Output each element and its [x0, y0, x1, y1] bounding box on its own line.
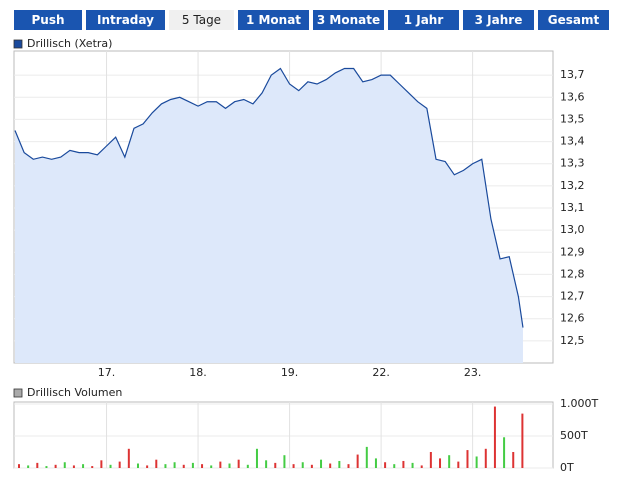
volume-bar — [347, 464, 350, 468]
volume-bar — [136, 463, 139, 468]
volume-bar — [356, 454, 359, 468]
y-tick-label: 13,7 — [560, 68, 585, 81]
volume-bar — [63, 462, 66, 468]
tab[interactable]: 5 Tage — [169, 10, 234, 30]
y-tick-label: 0T — [560, 461, 574, 474]
volume-bar — [457, 461, 460, 468]
x-tick-label: 23. — [464, 366, 482, 379]
volume-bar — [484, 448, 487, 468]
volume-bar — [521, 413, 524, 468]
volume-bar — [173, 462, 176, 468]
y-tick-label: 13,2 — [560, 179, 585, 192]
volume-bar — [439, 458, 442, 468]
y-tick-label: 12,6 — [560, 312, 585, 325]
x-tick-label: 18. — [189, 366, 207, 379]
volume-bar — [155, 459, 158, 468]
tab[interactable]: 3 Monate — [313, 10, 384, 30]
y-tick-label: 12,5 — [560, 334, 585, 347]
volume-bar — [429, 452, 432, 468]
volume-bar — [237, 459, 240, 468]
y-tick-label: 13,1 — [560, 201, 585, 214]
legend-swatch — [13, 39, 23, 49]
volume-bar — [402, 460, 405, 468]
volume-bar — [466, 450, 469, 468]
legend-swatch — [13, 388, 23, 398]
volume-bar — [210, 465, 213, 468]
volume-bar — [164, 464, 167, 468]
volume-bar — [503, 437, 506, 468]
y-tick-label: 12,8 — [560, 267, 585, 280]
volume-bar — [301, 462, 304, 468]
y-tick-label: 13,4 — [560, 135, 585, 148]
y-tick-label: 12,9 — [560, 245, 585, 258]
price-line — [14, 67, 524, 328]
tab[interactable]: Push — [14, 10, 82, 30]
legend-label: Drillisch Volumen — [27, 386, 122, 399]
volume-bar — [493, 406, 496, 468]
volume-bar — [36, 462, 39, 468]
y-tick-label: 13,5 — [560, 112, 585, 125]
volume-bar — [91, 466, 94, 468]
volume-bar — [255, 448, 258, 468]
volume-bar — [246, 464, 249, 468]
volume-bar — [338, 460, 341, 468]
volume-bar — [100, 460, 103, 468]
volume-bar — [201, 464, 204, 468]
volume-bar — [82, 464, 85, 468]
volume-bar — [393, 464, 396, 468]
volume-bar — [420, 465, 423, 468]
x-tick-label: 17. — [98, 366, 116, 379]
volume-bar — [283, 455, 286, 468]
volume-bar — [127, 448, 130, 468]
volume-bar — [274, 462, 277, 468]
tab[interactable]: 3 Jahre — [463, 10, 534, 30]
tab[interactable]: Gesamt — [538, 10, 609, 30]
volume-bar — [45, 466, 48, 468]
y-tick-label: 500T — [560, 429, 588, 442]
tab[interactable]: 1 Monat — [238, 10, 309, 30]
y-tick-label: 12,7 — [560, 290, 585, 303]
x-tick-label: 22. — [372, 366, 390, 379]
y-tick-label: 1.000T — [560, 397, 598, 410]
volume-bar — [219, 461, 222, 468]
volume-bar — [228, 463, 231, 468]
tab[interactable]: 1 Jahr — [388, 10, 459, 30]
volume-bar — [146, 465, 149, 468]
volume-bar — [118, 461, 121, 468]
y-tick-label: 13,6 — [560, 90, 585, 103]
volume-bar — [182, 464, 185, 468]
x-tick-label: 19. — [281, 366, 299, 379]
volume-bar — [329, 463, 332, 468]
tab[interactable]: Intraday — [86, 10, 165, 30]
volume-bar — [448, 455, 451, 468]
volume-bar — [320, 459, 323, 468]
volume-bar — [292, 464, 295, 468]
legend-label: Drillisch (Xetra) — [27, 37, 112, 50]
y-tick-label: 13,0 — [560, 223, 585, 236]
tab-bar: Push Intraday 5 Tage 1 Monat 3 Monate 1 Jahr 3… — [14, 10, 609, 30]
volume-bar — [191, 462, 194, 468]
volume-bar — [18, 464, 20, 468]
volume-bar — [109, 464, 112, 468]
volume-bar — [265, 460, 268, 468]
volume-bar — [374, 458, 377, 468]
volume-bar — [54, 464, 57, 468]
volume-bar — [72, 465, 75, 468]
volume-bar — [384, 462, 387, 468]
volume-bar — [310, 464, 313, 468]
volume-bar — [365, 446, 368, 468]
y-tick-label: 13,3 — [560, 157, 585, 170]
area-fill — [15, 68, 523, 363]
volume-bar — [411, 462, 414, 468]
volume-bar — [475, 456, 478, 468]
volume-bar — [512, 452, 515, 468]
volume-bar — [27, 465, 30, 468]
